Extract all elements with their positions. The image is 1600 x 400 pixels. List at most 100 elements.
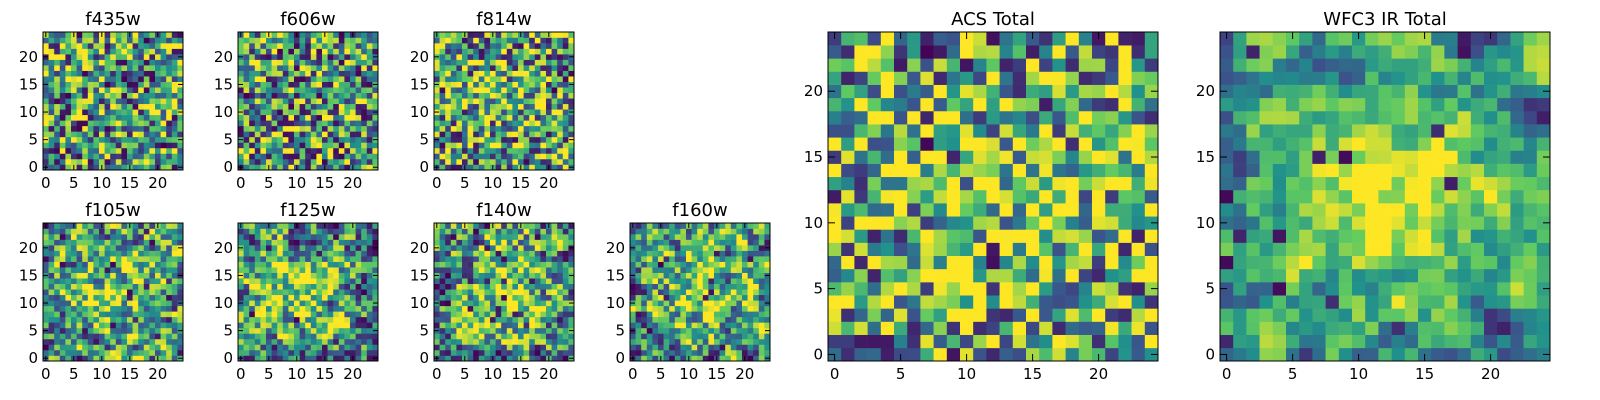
heatmap-cell <box>534 59 541 66</box>
heatmap-cell <box>529 300 536 307</box>
heatmap-cell <box>658 278 664 285</box>
heatmap-cell <box>506 349 513 356</box>
heatmap-cell <box>282 239 289 246</box>
heatmap-cell <box>71 239 77 246</box>
heatmap-cell <box>238 344 244 351</box>
heatmap-cell <box>714 289 720 296</box>
heatmap-cell <box>271 158 278 165</box>
heatmap-cell <box>686 234 692 240</box>
heatmap-cell <box>76 300 83 307</box>
heatmap-cell <box>243 278 250 285</box>
heatmap-cell <box>82 125 89 132</box>
heatmap-cell <box>828 229 842 243</box>
heatmap-cell <box>854 189 868 204</box>
heatmap-cell <box>529 136 536 143</box>
heatmap-cell <box>686 261 692 268</box>
heatmap-cell <box>540 59 547 66</box>
heatmap-cell <box>65 245 72 251</box>
heatmap-cell <box>305 147 312 154</box>
heatmap-cell <box>155 267 161 273</box>
heatmap-cell <box>249 228 256 235</box>
heatmap-cell <box>305 338 312 345</box>
heatmap-cell <box>523 333 530 340</box>
heatmap-cell <box>467 322 474 329</box>
heatmap-cell <box>501 223 508 229</box>
heatmap-cell <box>366 87 373 94</box>
heatmap-cell <box>1092 242 1106 257</box>
heatmap-cell <box>305 239 312 246</box>
heatmap-cell <box>104 272 111 279</box>
heatmap-cell <box>243 272 250 279</box>
heatmap-cell <box>299 250 306 257</box>
heatmap-cell <box>327 92 334 99</box>
heatmap-cell <box>1131 203 1146 217</box>
heatmap-cell <box>658 338 664 345</box>
heatmap-cell <box>484 164 491 171</box>
heatmap-cell <box>557 81 564 88</box>
heatmap-cell <box>946 242 961 257</box>
heatmap-cell <box>143 98 150 105</box>
x-tick-label: 20 <box>343 174 362 192</box>
heatmap-cell <box>260 228 267 235</box>
heatmap-cell <box>299 147 306 154</box>
heatmap-cell <box>277 48 284 55</box>
heatmap-cell <box>310 311 317 318</box>
heatmap-cell <box>674 311 681 318</box>
heatmap-cell <box>104 54 111 60</box>
heatmap-cell <box>277 267 284 273</box>
heatmap-cell <box>473 59 480 66</box>
heatmap-cell <box>540 54 547 60</box>
heatmap-cell <box>338 147 345 154</box>
heatmap-cell <box>439 316 446 323</box>
heatmap-cell <box>48 250 55 257</box>
heatmap-cell <box>333 283 340 290</box>
heatmap-cell <box>93 87 100 94</box>
heatmap-cell <box>310 109 317 116</box>
heatmap-cell <box>854 295 868 309</box>
heatmap-cell <box>867 334 882 349</box>
heatmap-cell <box>534 289 541 296</box>
heatmap-cell <box>76 87 83 94</box>
heatmap-cell <box>249 109 256 116</box>
heatmap-cell <box>490 81 496 88</box>
heatmap-cell <box>266 322 272 329</box>
heatmap-cell <box>669 239 676 246</box>
heatmap-cell <box>171 338 178 345</box>
heatmap-cell <box>316 147 323 154</box>
heatmap-cell <box>764 283 771 290</box>
heatmap-cell <box>1065 242 1080 257</box>
heatmap-cell <box>529 65 536 71</box>
heatmap-cell <box>127 338 133 345</box>
heatmap-cell <box>1065 282 1080 296</box>
heatmap-cell <box>439 344 446 351</box>
heatmap-cell <box>254 76 261 82</box>
heatmap-cell <box>266 48 272 55</box>
heatmap-cell <box>238 37 244 44</box>
heatmap-cell <box>658 311 664 318</box>
heatmap-cell <box>355 349 362 356</box>
heatmap-cell <box>641 245 648 251</box>
heatmap-cell <box>434 70 440 77</box>
heatmap-cell <box>155 54 161 60</box>
heatmap-cell <box>568 70 575 77</box>
heatmap-cell <box>355 125 362 132</box>
heatmap-cell <box>54 267 61 273</box>
heatmap-cell <box>110 283 117 290</box>
heatmap-cell <box>254 153 261 160</box>
heatmap-cell <box>506 164 513 171</box>
heatmap-cell <box>680 228 687 235</box>
heatmap-cell <box>697 305 704 312</box>
heatmap-cell <box>76 147 83 154</box>
heatmap-cell <box>546 338 552 345</box>
heatmap-cell <box>299 267 306 273</box>
heatmap-cell <box>439 164 446 171</box>
heatmap-cell <box>669 250 676 257</box>
heatmap-cell <box>652 289 659 296</box>
heatmap-cell <box>316 98 323 105</box>
heatmap-cell <box>344 311 351 318</box>
heatmap-cell <box>1012 282 1027 296</box>
heatmap-cell <box>490 147 496 154</box>
heatmap-cell <box>495 70 502 77</box>
heatmap-cell <box>338 316 345 323</box>
heatmap-cell <box>110 289 117 296</box>
